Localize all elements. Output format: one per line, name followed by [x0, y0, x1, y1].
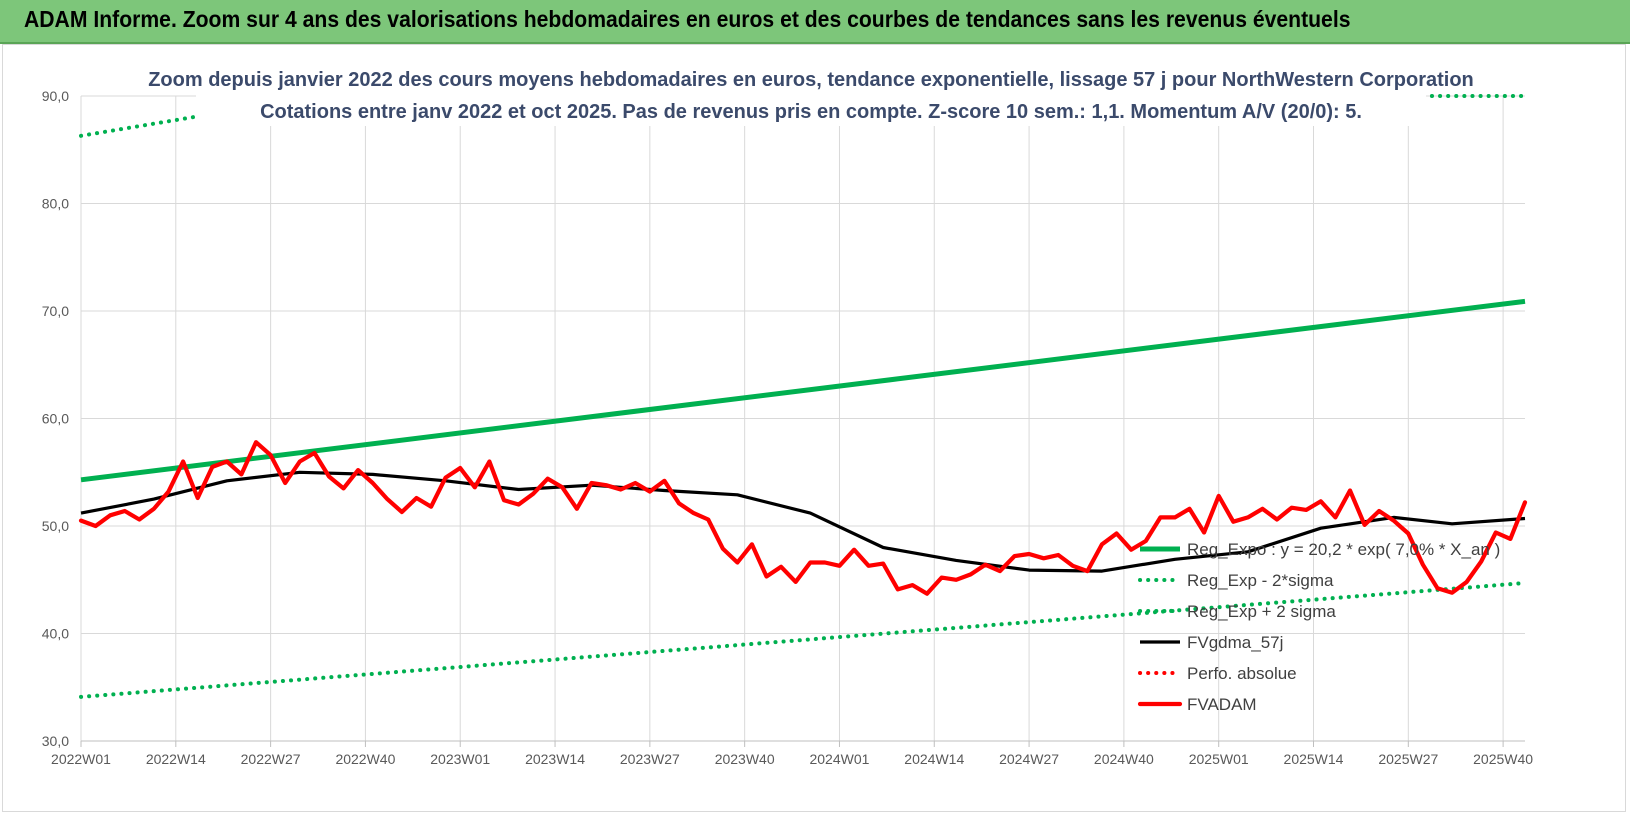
y-tick-label: 40,0 — [42, 626, 69, 642]
series-line-fvgdma-57j-3 — [80, 470, 1526, 573]
x-tick-label: 2024W14 — [904, 751, 964, 767]
chart-series — [78, 94, 1528, 699]
x-tick-label: 2022W40 — [335, 751, 395, 767]
x-tick-label: 2024W27 — [999, 751, 1059, 767]
chart-title-background — [196, 62, 1426, 126]
chart-titles: Zoom depuis janvier 2022 des cours moyen… — [148, 62, 1474, 126]
x-tick-label: 2022W14 — [146, 751, 206, 767]
legend-label: Perfo. absolue — [1187, 664, 1297, 683]
y-tick-label: 80,0 — [42, 196, 69, 212]
x-tick-label: 2025W14 — [1284, 751, 1344, 767]
chart-title: Zoom depuis janvier 2022 des cours moyen… — [148, 69, 1474, 91]
page-title: ADAM Informe. Zoom sur 4 ans des valoris… — [24, 6, 1351, 32]
chart-legend: Reg_Expo : y = 20,2 * exp( 7,0% * X_an )… — [1137, 540, 1500, 714]
chart-axes: 30,0 40,0 50,0 60,0 70,0 80,0 90,0 2022W01 2022W… — [42, 88, 1534, 767]
series-line-reg-expo-0 — [80, 298, 1526, 483]
x-tick-label: 2025W27 — [1378, 751, 1438, 767]
x-tick-label: 2023W27 — [620, 751, 680, 767]
header-bar: ADAM Informe. Zoom sur 4 ans des valoris… — [0, 0, 1630, 44]
legend-label: FVgdma_57j — [1187, 633, 1283, 652]
y-tick-label: 30,0 — [42, 733, 69, 749]
legend-label: Reg_Exp - 2*sigma — [1187, 571, 1334, 590]
x-tick-label: 2023W40 — [715, 751, 775, 767]
y-tick-label: 70,0 — [42, 303, 69, 319]
x-tick-label: 2024W40 — [1094, 751, 1154, 767]
y-tick-label: 60,0 — [42, 411, 69, 427]
x-tick-label: 2023W14 — [525, 751, 585, 767]
chart-frame — [2, 44, 1626, 812]
series-line-fvadam-5 — [78, 440, 1528, 596]
x-tick-label: 2024W01 — [809, 751, 869, 767]
series-line-reg-exp-1 — [79, 581, 1527, 699]
x-tick-label: 2023W01 — [430, 751, 490, 767]
chart-grid — [80, 95, 1525, 742]
legend-label: FVADAM — [1187, 695, 1257, 714]
x-tick-label: 2022W27 — [241, 751, 301, 767]
chart-subtitle: Cotations entre janv 2022 et oct 2025. P… — [260, 101, 1362, 123]
x-tick-label: 2022W01 — [51, 751, 111, 767]
y-tick-label: 90,0 — [42, 88, 69, 104]
x-tick-label: 2025W40 — [1473, 751, 1533, 767]
legend-label: Reg_Expo : y = 20,2 * exp( 7,0% * X_an ) — [1187, 540, 1500, 559]
y-tick-label: 50,0 — [42, 518, 69, 534]
legend-label: Reg_Exp + 2 sigma — [1187, 602, 1336, 621]
x-tick-label: 2025W01 — [1189, 751, 1249, 767]
